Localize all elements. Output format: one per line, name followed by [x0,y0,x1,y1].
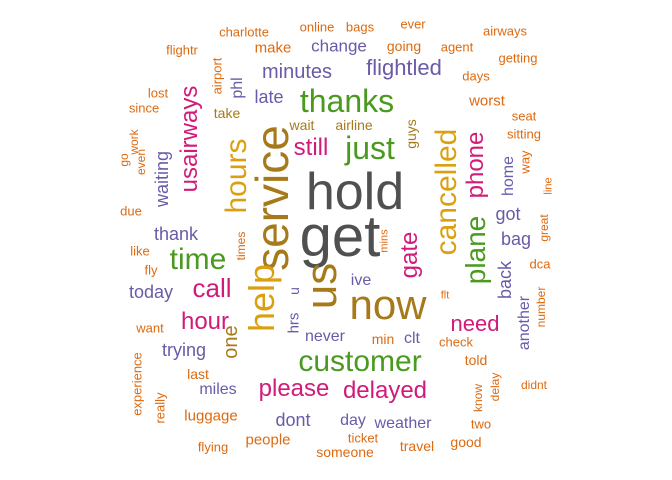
word-airport: airport [209,57,225,95]
word-hold: hold [305,163,405,221]
word-flying: flying [197,439,229,455]
word-still: still [293,134,329,161]
word-get: get [299,204,381,269]
word-minutes: minutes [261,61,333,83]
word-days: days [462,68,490,84]
word-phone: phone [462,131,489,199]
word-didnt: didnt [520,378,548,392]
word-dca: dca [529,256,551,272]
word-delay: delay [488,372,502,402]
word-thank: thank [153,224,199,244]
word-like: like [130,243,150,259]
word-airline: airline [335,117,373,133]
word-waiting: waiting [152,150,172,208]
word-late: late [254,87,284,107]
word-service: service [246,125,298,271]
word-us: us [297,262,346,310]
word-u: u [286,287,302,295]
word-worst: worst [469,92,505,110]
word-number: number [534,286,548,328]
word-usairways: usairways [176,85,203,193]
word-since: since [128,100,160,116]
word-online: online [299,19,335,35]
word-thanks: thanks [299,83,395,119]
word-line: line [542,177,555,195]
word-going: going [386,38,422,54]
word-day: day [340,412,366,429]
word-cancelled: cancelled [430,128,463,256]
word-just: just [345,130,395,166]
word-two: two [470,416,492,432]
word-lost: lost [147,85,169,101]
word-told: told [464,352,488,368]
word-clt: clt [404,330,420,347]
word-ever: ever [400,16,426,32]
word-experience: experience [129,352,145,416]
word-even: even [134,148,148,176]
word-really: really [152,392,168,424]
word-airways: airways [482,23,528,39]
word-bag: bag [500,229,532,249]
word-hours: hours [220,138,253,214]
word-mins: mins [378,229,391,253]
word-hrs: hrs [285,312,303,334]
word-miles: miles [199,381,237,398]
word-want: want [136,320,164,336]
word-ticket: ticket [347,430,379,446]
word-back: back [495,260,515,300]
word-trying: trying [161,340,207,360]
word-got: got [495,204,521,224]
word-great: great [537,214,551,242]
word-never: never [304,328,346,345]
word-ive: ive [350,272,372,289]
word-flightled: flightled [366,55,442,80]
word-way: way [517,150,533,174]
word-plane: plane [460,215,491,285]
word-travel: travel [399,438,435,454]
word-someone: someone [316,444,374,460]
word-agent: agent [440,39,474,55]
word-hour: hour [180,308,230,335]
word-bags: bags [345,19,375,35]
word-dont: dont [275,410,311,430]
word-check: check [439,334,473,350]
word-charlotte: charlotte [219,24,269,40]
word-home: home [500,155,517,197]
word-know: know [471,383,485,413]
word-need: need [450,311,500,336]
word-luggage: luggage [184,407,238,425]
word-one: one [220,325,242,359]
word-flt: flt [440,289,450,302]
word-min: min [371,331,395,347]
word-seat: seat [511,108,537,124]
word-go: go [117,153,131,167]
word-help: help [241,263,282,333]
word-time: time [169,243,227,276]
word-weather: weather [374,415,432,432]
word-getting: getting [498,50,538,66]
word-change: change [311,36,367,56]
word-take: take [213,105,241,121]
word-make: make [254,39,292,57]
word-sitting: sitting [507,126,541,142]
word-flightr: flightr [166,42,198,58]
word-last: last [187,366,209,382]
word-please: please [258,375,330,402]
word-times: times [234,231,248,261]
word-wait: wait [289,117,315,133]
word-another: another [516,295,533,351]
word-people: people [245,431,291,449]
word-due: due [120,203,142,219]
word-phl: phl [229,77,246,99]
word-today: today [128,282,174,302]
word-gate: gate [396,231,423,279]
word-now: now [349,281,427,328]
word-delayed: delayed [342,377,428,404]
word-customer: customer [298,345,422,378]
word-fly: fly [144,262,158,278]
word-guys: guys [403,119,419,149]
word-call: call [192,273,232,303]
word-good: good [450,434,482,450]
